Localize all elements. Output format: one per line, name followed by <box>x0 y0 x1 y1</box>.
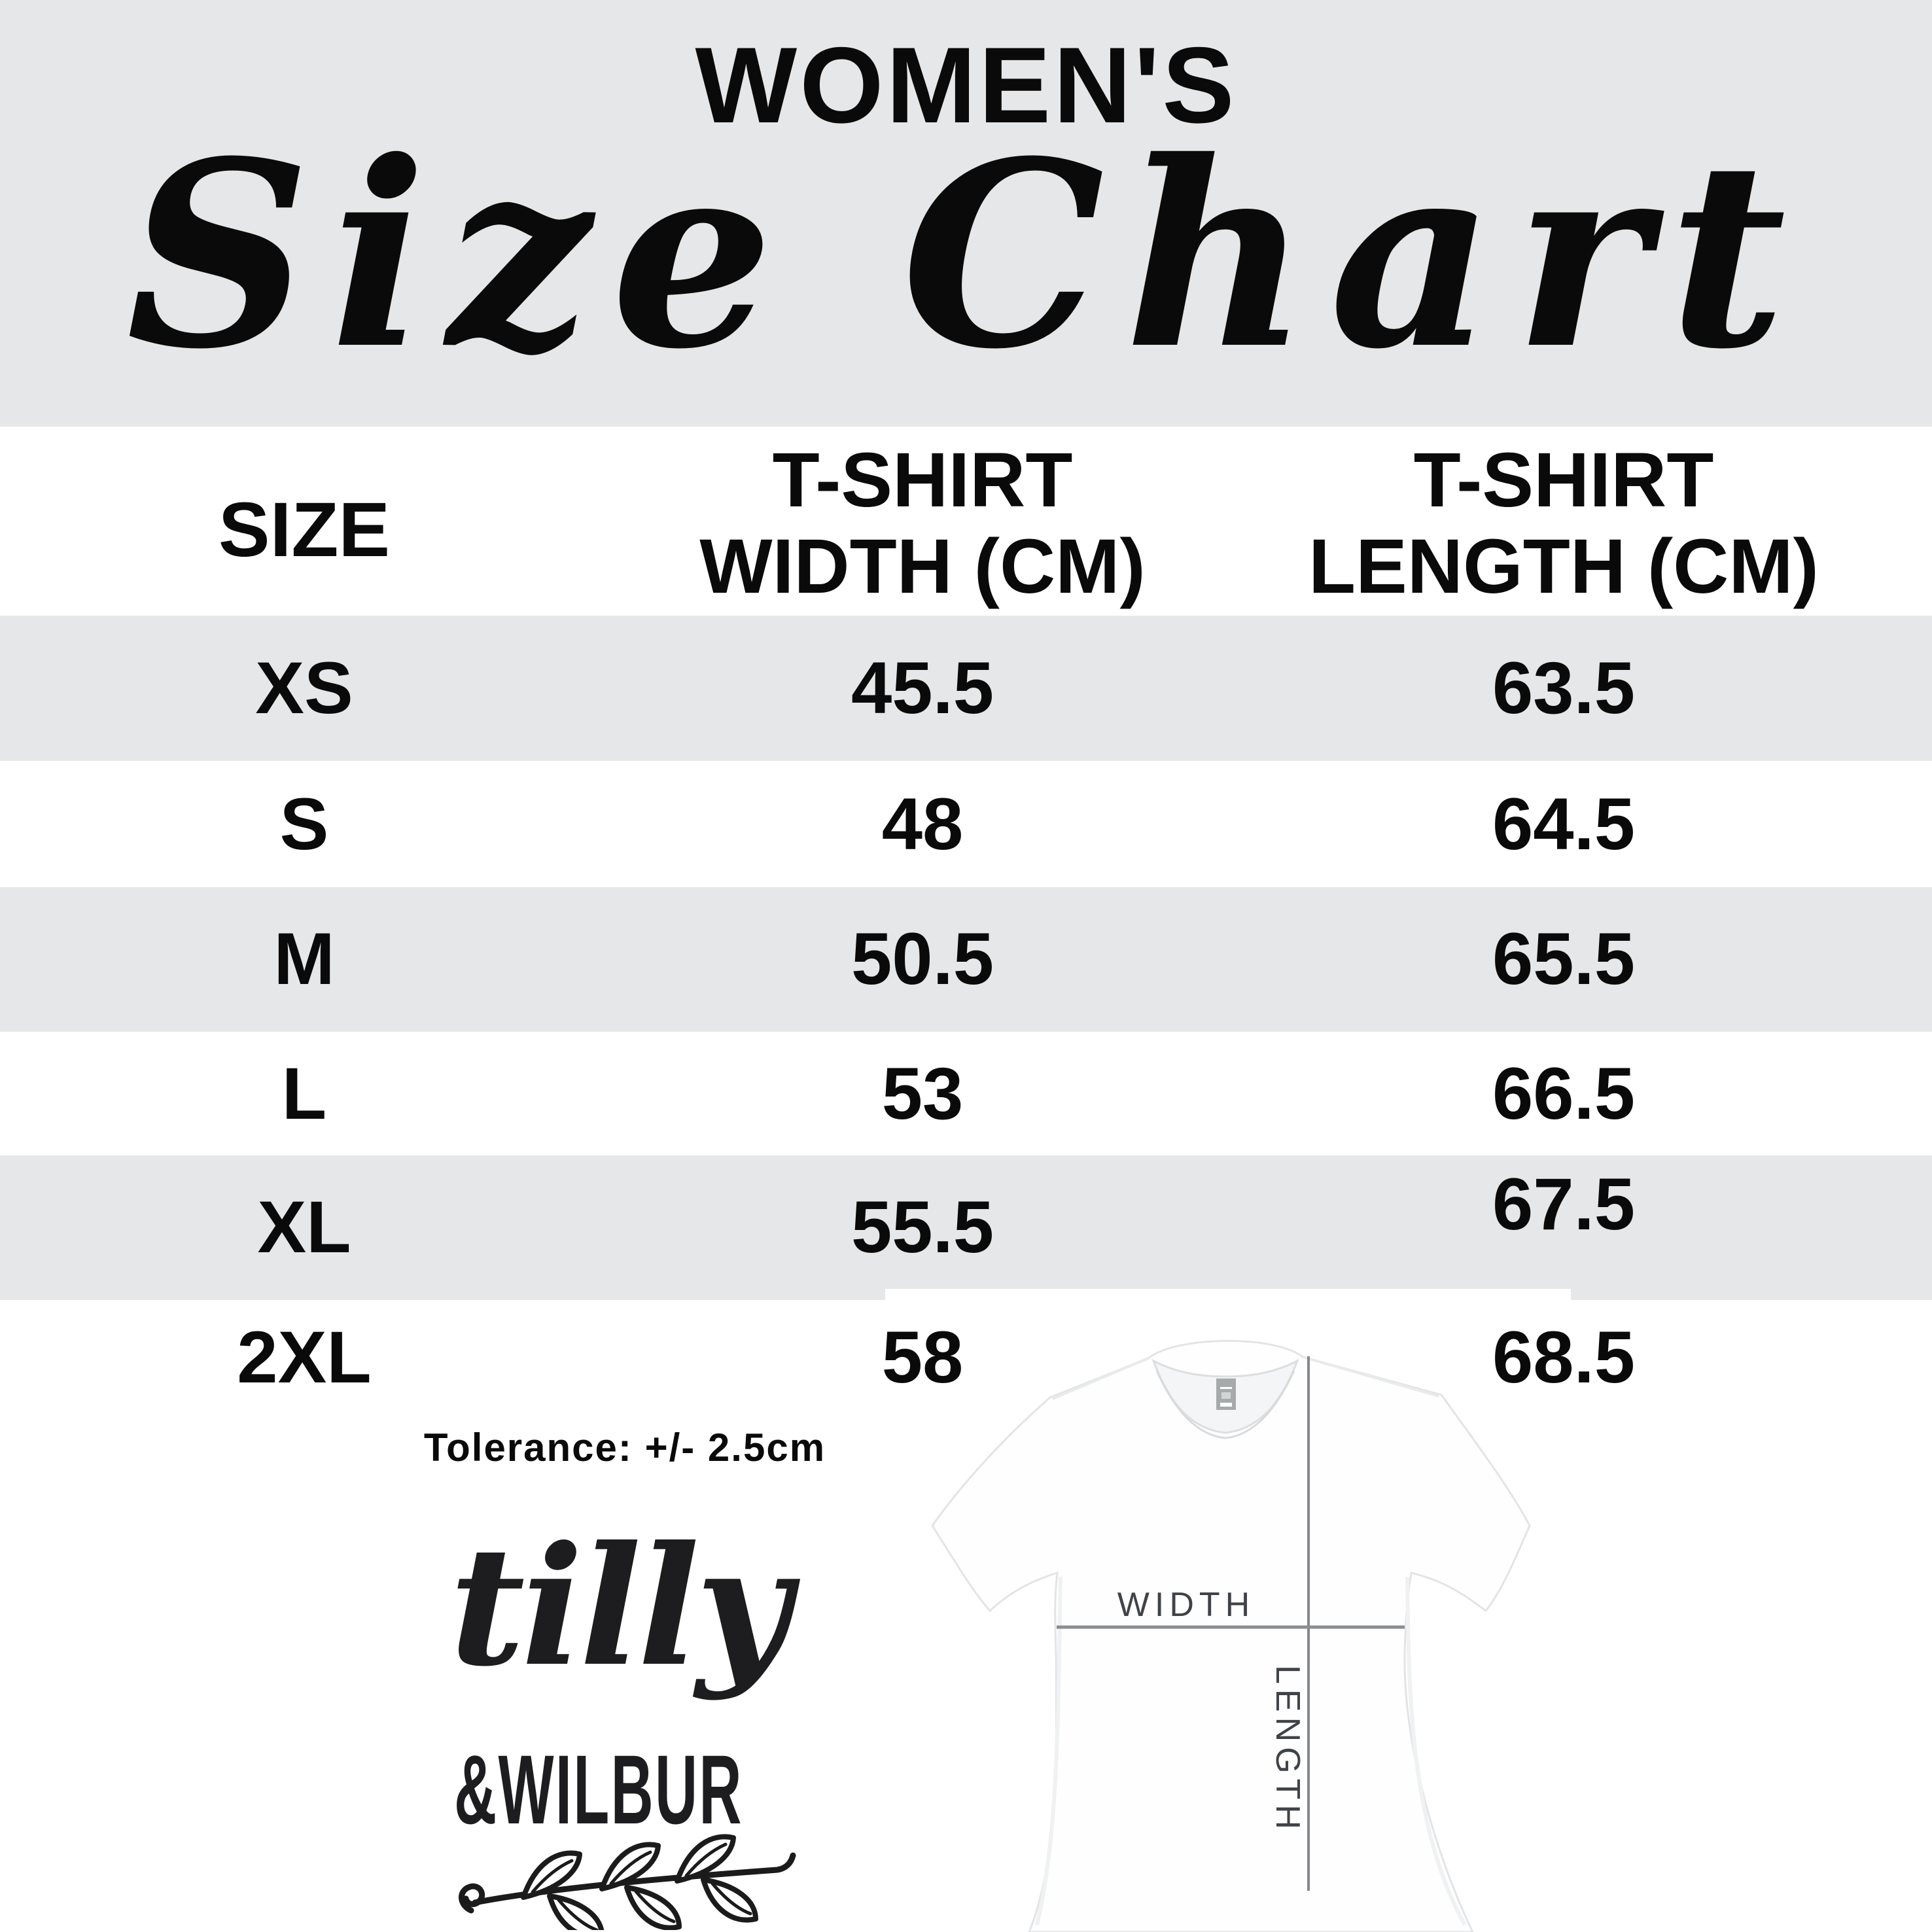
width-cell: 53 <box>881 1053 964 1134</box>
row-band <box>0 1155 1932 1300</box>
size-cell: 2XL <box>237 1316 372 1398</box>
size-cell: S <box>279 783 329 865</box>
header-kicker: WOMEN'S <box>695 25 1237 145</box>
length-cell: 67.5 <box>1492 1163 1635 1245</box>
column-header-width-line2: WIDTH (CM) <box>699 523 1146 610</box>
width-label: WIDTH <box>1117 1586 1255 1624</box>
column-header-size: SIZE <box>218 487 391 573</box>
page-title: Size Chart <box>126 105 1806 405</box>
column-header-width-line1: T-SHIRT <box>772 437 1073 523</box>
length-cell: 63.5 <box>1492 647 1635 729</box>
length-cell: 65.5 <box>1492 918 1635 1000</box>
size-cell: XS <box>255 647 353 729</box>
column-header-width: T-SHIRT WIDTH (CM) <box>595 437 1250 610</box>
laurel-branch-icon <box>459 1834 796 1930</box>
width-cell: 45.5 <box>851 647 994 729</box>
width-cell: 50.5 <box>851 918 994 1000</box>
length-cell: 64.5 <box>1492 783 1635 865</box>
width-cell: 58 <box>881 1316 964 1398</box>
column-header-length: T-SHIRT LENGTH (CM) <box>1237 437 1891 610</box>
size-cell: M <box>273 918 335 1000</box>
header-band <box>0 0 1932 427</box>
length-label: LENGTH <box>1269 1665 1307 1835</box>
length-cell: 68.5 <box>1492 1316 1635 1398</box>
t-shirt-diagram: WIDTH LENGTH <box>931 1340 1531 1932</box>
row-band <box>0 887 1932 1032</box>
column-header-length-line2: LENGTH (CM) <box>1308 523 1819 610</box>
row-band <box>0 616 1932 761</box>
t-shirt-photo: WIDTH LENGTH <box>885 1289 1571 1932</box>
size-cell: L <box>281 1053 327 1134</box>
t-shirt-outline <box>931 1340 1531 1932</box>
tolerance-note: Tolerance: +/- 2.5cm <box>423 1426 826 1469</box>
length-cell: 66.5 <box>1492 1053 1635 1134</box>
neck-tag-icon <box>1216 1379 1236 1410</box>
width-cell: 48 <box>881 783 964 865</box>
logo-caps-text: &WILBUR <box>454 1734 743 1844</box>
size-cell: XL <box>257 1186 351 1268</box>
column-header-length-line1: T-SHIRT <box>1413 437 1714 523</box>
logo-script-text: tilly <box>449 1510 791 1702</box>
width-cell: 55.5 <box>851 1186 994 1268</box>
